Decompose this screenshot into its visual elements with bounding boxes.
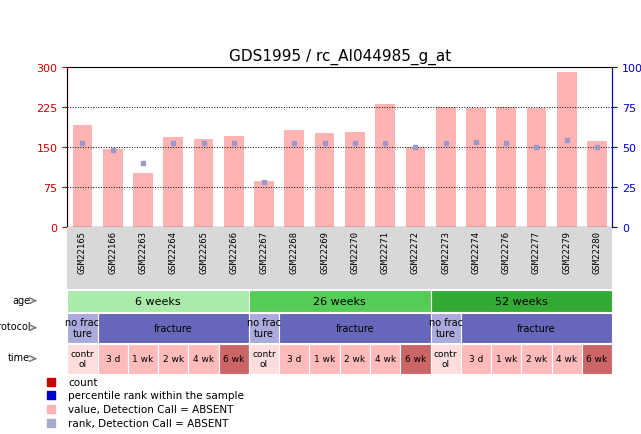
Text: GSM22271: GSM22271 (381, 230, 390, 273)
Text: 52 weeks: 52 weeks (495, 296, 547, 306)
Bar (249, 344, 279, 374)
Bar (249, 313, 279, 343)
Title: GDS1995 / rc_AI044985_g_at: GDS1995 / rc_AI044985_g_at (229, 49, 451, 65)
Text: fracture: fracture (517, 323, 556, 333)
Text: GSM22266: GSM22266 (229, 230, 238, 273)
Bar (340, 344, 370, 374)
Bar (406, 147, 425, 227)
Bar (431, 344, 461, 374)
Text: 3 d: 3 d (287, 354, 301, 363)
Bar (587, 142, 607, 227)
Bar (521, 344, 552, 374)
Bar (400, 344, 431, 374)
Text: 4 wk: 4 wk (374, 354, 395, 363)
Bar (163, 138, 183, 227)
Text: GSM22263: GSM22263 (138, 230, 147, 273)
Text: contr
ol: contr ol (434, 349, 458, 368)
Text: GSM22280: GSM22280 (592, 230, 601, 273)
Bar (310, 344, 340, 374)
Bar (219, 344, 249, 374)
Text: no frac
ture: no frac ture (247, 317, 281, 339)
Text: 2 wk: 2 wk (344, 354, 365, 363)
Bar (527, 109, 546, 227)
Bar (279, 344, 310, 374)
Text: GSM22267: GSM22267 (260, 230, 269, 273)
Text: GSM22165: GSM22165 (78, 230, 87, 273)
Bar (279, 313, 431, 343)
Bar (224, 137, 244, 227)
Text: value, Detection Call = ABSENT: value, Detection Call = ABSENT (68, 404, 233, 414)
Text: 4 wk: 4 wk (193, 354, 214, 363)
Text: GSM22265: GSM22265 (199, 230, 208, 273)
Bar (249, 290, 431, 312)
Bar (315, 134, 335, 227)
Bar (158, 344, 188, 374)
Bar (67, 313, 97, 343)
Bar (436, 107, 456, 227)
Text: 2 wk: 2 wk (526, 354, 547, 363)
Text: age: age (12, 295, 30, 305)
Text: 6 weeks: 6 weeks (135, 296, 181, 306)
Text: protocol: protocol (0, 322, 30, 332)
Text: 1 wk: 1 wk (495, 354, 517, 363)
Text: 26 weeks: 26 weeks (313, 296, 366, 306)
Text: count: count (68, 377, 97, 387)
Text: 3 d: 3 d (469, 354, 483, 363)
Text: 2 wk: 2 wk (163, 354, 184, 363)
Text: GSM22273: GSM22273 (441, 230, 450, 273)
Text: 1 wk: 1 wk (132, 354, 154, 363)
Text: contr
ol: contr ol (71, 349, 94, 368)
Text: no frac
ture: no frac ture (429, 317, 463, 339)
Bar (375, 105, 395, 227)
Text: GSM22270: GSM22270 (351, 230, 360, 273)
Bar (370, 344, 400, 374)
Text: rank, Detection Call = ABSENT: rank, Detection Call = ABSENT (68, 418, 228, 428)
Bar (461, 344, 491, 374)
Text: 1 wk: 1 wk (314, 354, 335, 363)
Text: 6 wk: 6 wk (223, 354, 244, 363)
Bar (103, 150, 122, 227)
Text: GSM22268: GSM22268 (290, 230, 299, 273)
Bar (496, 107, 516, 227)
Text: time: time (8, 352, 30, 362)
Text: GSM22276: GSM22276 (502, 230, 511, 273)
Bar (254, 182, 274, 227)
Text: fracture: fracture (335, 323, 374, 333)
Bar (431, 290, 612, 312)
Bar (194, 139, 213, 227)
Bar (345, 132, 365, 227)
Bar (285, 130, 304, 227)
Text: contr
ol: contr ol (253, 349, 276, 368)
Bar (557, 73, 577, 227)
Text: 6 wk: 6 wk (404, 354, 426, 363)
Bar (67, 290, 249, 312)
Text: no frac
ture: no frac ture (65, 317, 99, 339)
Text: fracture: fracture (154, 323, 192, 333)
Text: GSM22166: GSM22166 (108, 230, 117, 273)
Text: 3 d: 3 d (106, 354, 120, 363)
Bar (128, 344, 158, 374)
Text: GSM22277: GSM22277 (532, 230, 541, 273)
Bar (67, 344, 97, 374)
Text: 6 wk: 6 wk (587, 354, 608, 363)
Bar (133, 174, 153, 227)
Text: GSM22279: GSM22279 (562, 230, 571, 273)
Text: 4 wk: 4 wk (556, 354, 578, 363)
Bar (461, 313, 612, 343)
Bar (97, 344, 128, 374)
Bar (582, 344, 612, 374)
Bar (72, 126, 92, 227)
Bar (491, 344, 521, 374)
Text: GSM22269: GSM22269 (320, 230, 329, 273)
Bar (188, 344, 219, 374)
Text: GSM22272: GSM22272 (411, 230, 420, 273)
Text: GSM22274: GSM22274 (471, 230, 481, 273)
Bar (552, 344, 582, 374)
Bar (466, 109, 486, 227)
Bar (431, 313, 461, 343)
Bar (97, 313, 249, 343)
Text: GSM22264: GSM22264 (169, 230, 178, 273)
Text: percentile rank within the sample: percentile rank within the sample (68, 390, 244, 400)
